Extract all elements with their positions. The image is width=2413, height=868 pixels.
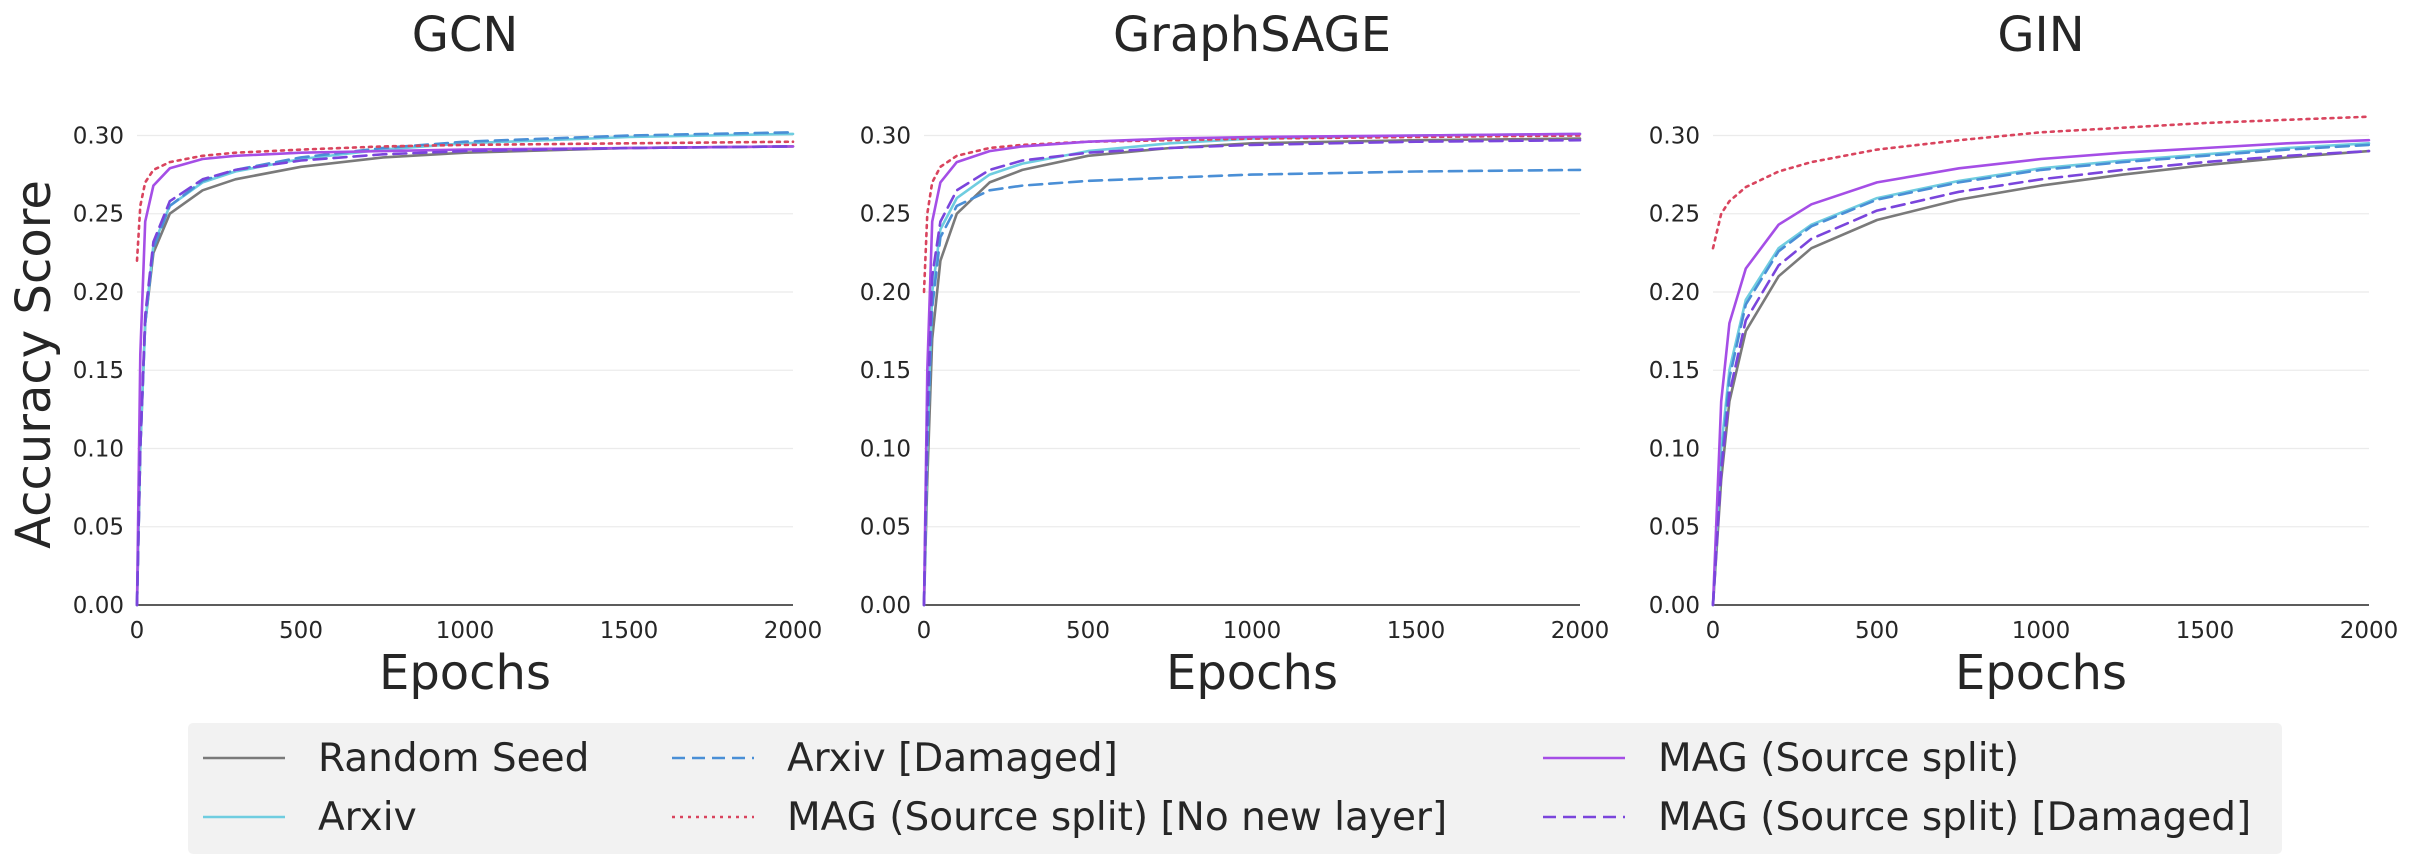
y-tick-label: 0.20 [1649,280,1700,306]
legend-label-random-seed: Random Seed [318,736,589,781]
panel-gin: 0.00 0.05 0.10 0.15 0.20 0.25 0.30 0 500 1000 1500… [1649,7,2398,701]
y-tick-label: 0.00 [1649,593,1700,619]
x-tick-label: 0 [130,618,145,644]
x-tick-label: 2000 [1551,618,1610,644]
y-tick-label: 0.00 [73,593,124,619]
y-tick-label: 0.00 [860,593,911,619]
x-axis-label: Epochs [1955,645,2127,701]
series-line-mag-source-split-damaged [135,145,795,607]
series-line-arxiv [922,132,1582,607]
series-line-mag-source-split [1711,138,2371,607]
panel-title: GCN [412,7,519,63]
y-tick-label: 0.20 [860,280,911,306]
x-tick-label: 1000 [436,618,495,644]
legend: Random Seed Arxiv Arxiv [Damaged] MAG (Sour… [188,723,2282,854]
legend-label-mag-source-split-no-new-layer: MAG (Source split) [No new layer] [787,795,1447,840]
y-tick-label: 0.20 [73,280,124,306]
panel-title: GIN [1997,7,2084,63]
y-tick-label: 0.15 [1649,358,1700,384]
legend-label-arxiv-damaged: Arxiv [Damaged] [787,736,1118,781]
y-tick-label: 0.10 [73,436,124,462]
y-tick-label: 0.25 [1649,202,1700,228]
y-tick-label: 0.30 [1649,123,1700,149]
series-line-mag-source-split-no-new-layer [1711,115,2371,250]
series-line-arxiv [135,132,795,607]
x-tick-label: 500 [1066,618,1110,644]
legend-box [188,723,2282,854]
y-axis-label: Accuracy Score [6,180,62,549]
series-line-random-seed [1711,149,2371,607]
series-line-arxiv-damaged [922,168,1582,607]
y-tick-label: 0.30 [860,123,911,149]
y-tick-label: 0.15 [73,358,124,384]
series-line-arxiv-damaged [1711,143,2371,607]
series-line-arxiv [1711,142,2371,607]
x-tick-label: 1000 [1223,618,1282,644]
y-tick-label: 0.10 [860,436,911,462]
series-line-mag-source-split-no-new-layer [135,140,795,263]
panel-title: GraphSAGE [1113,7,1391,63]
series-line-mag-source-split-no-new-layer [922,134,1582,294]
x-tick-label: 500 [1855,618,1899,644]
series-line-mag-source-split [922,132,1582,607]
legend-label-mag-source-split-damaged: MAG (Source split) [Damaged] [1658,795,2251,840]
series-line-random-seed [922,137,1582,607]
x-tick-label: 500 [279,618,323,644]
y-tick-label: 0.25 [73,202,124,228]
x-tick-label: 0 [917,618,932,644]
x-tick-label: 2000 [2340,618,2399,644]
series-line-arxiv-damaged [135,131,795,607]
x-tick-label: 1500 [600,618,659,644]
panel-graphsage: 0.00 0.05 0.10 0.15 0.20 0.25 0.30 0 500 1000 1500… [860,7,1609,701]
x-tick-label: 1500 [1387,618,1446,644]
series-line-mag-source-split [135,145,795,607]
series-line-random-seed [135,145,795,607]
y-tick-label: 0.10 [1649,436,1700,462]
x-axis-label: Epochs [379,645,551,701]
y-tick-label: 0.25 [860,202,911,228]
x-tick-label: 0 [1706,618,1721,644]
legend-label-arxiv: Arxiv [318,795,417,840]
x-tick-label: 1000 [2012,618,2071,644]
x-tick-label: 2000 [764,618,823,644]
y-tick-label: 0.05 [860,515,911,541]
y-tick-label: 0.05 [1649,515,1700,541]
y-tick-label: 0.15 [860,358,911,384]
x-tick-label: 1500 [2176,618,2235,644]
panel-gcn: 0.00 0.05 0.10 0.15 0.20 0.25 0.30 0 500 1000 1500… [6,7,822,701]
series-line-mag-source-split-damaged [1711,149,2371,607]
y-tick-label: 0.30 [73,123,124,149]
x-axis-label: Epochs [1166,645,1338,701]
y-tick-label: 0.05 [73,515,124,541]
legend-label-mag-source-split: MAG (Source split) [1658,736,2019,781]
series-line-mag-source-split-damaged [922,138,1582,607]
